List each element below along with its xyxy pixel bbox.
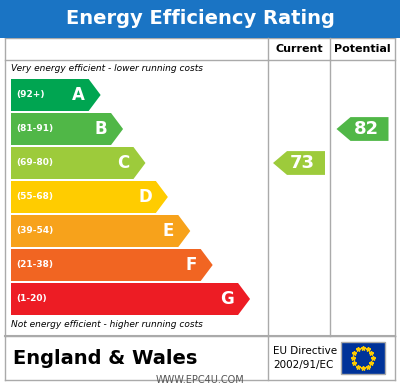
Bar [0,0,400,38]
Text: WWW.EPC4U.COM: WWW.EPC4U.COM [156,375,244,385]
Text: D: D [138,188,152,206]
Text: (1-20): (1-20) [16,294,47,303]
Polygon shape [11,181,168,213]
Text: Not energy efficient - higher running costs: Not energy efficient - higher running co… [11,320,203,329]
Text: E: E [163,222,174,240]
Text: Energy Efficiency Rating: Energy Efficiency Rating [66,9,334,28]
Text: F: F [185,256,197,274]
Text: EU Directive
2002/91/EC: EU Directive 2002/91/EC [273,346,337,370]
Text: (21-38): (21-38) [16,260,53,270]
Polygon shape [336,117,388,141]
Text: B: B [94,120,107,138]
Polygon shape [11,283,250,315]
Text: England & Wales: England & Wales [13,348,197,367]
Bar [340,342,384,374]
Polygon shape [11,147,146,179]
Text: C: C [117,154,130,172]
Polygon shape [11,79,101,111]
Polygon shape [11,113,123,145]
Text: A: A [72,86,85,104]
Text: (39-54): (39-54) [16,227,53,236]
Text: (69-80): (69-80) [16,159,53,168]
Polygon shape [11,215,190,247]
Text: 73: 73 [290,154,315,172]
Text: Current: Current [275,44,323,54]
Polygon shape [273,151,325,175]
Text: (81-91): (81-91) [16,125,53,133]
Text: (55-68): (55-68) [16,192,53,201]
Polygon shape [11,249,213,281]
Text: (92+): (92+) [16,90,44,99]
Text: Very energy efficient - lower running costs: Very energy efficient - lower running co… [11,64,203,73]
Text: G: G [220,290,234,308]
Text: Potential: Potential [334,44,391,54]
Text: 82: 82 [354,120,378,138]
